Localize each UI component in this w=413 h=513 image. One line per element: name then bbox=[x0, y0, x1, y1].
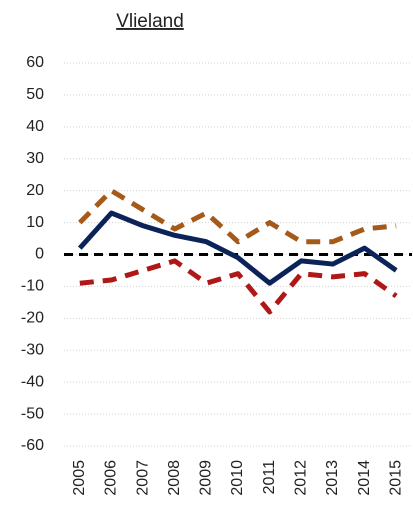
y-tick-label: 20 bbox=[26, 182, 44, 199]
y-tick-label: 30 bbox=[26, 150, 44, 167]
y-tick-label: 10 bbox=[26, 214, 44, 231]
x-tick-label: 2011 bbox=[261, 460, 278, 495]
x-tick-label: 2012 bbox=[292, 460, 309, 496]
y-tick-label: -10 bbox=[21, 278, 44, 295]
y-tick-label: 0 bbox=[35, 246, 44, 263]
line-series bbox=[77, 210, 398, 286]
y-tick-label: 40 bbox=[26, 118, 44, 135]
chart-title: Vlieland bbox=[116, 11, 184, 32]
x-tick-label: 2006 bbox=[103, 460, 120, 496]
y-tick-label: 60 bbox=[26, 54, 44, 71]
x-tick-label: 2005 bbox=[71, 460, 88, 496]
x-tick-label: 2015 bbox=[387, 460, 404, 496]
line-series bbox=[78, 188, 397, 245]
x-tick-label: 2014 bbox=[356, 460, 373, 496]
y-tick-label: -40 bbox=[21, 373, 44, 390]
x-tick-label: 2007 bbox=[134, 460, 151, 496]
line-series bbox=[79, 258, 398, 315]
x-tick-label: 2009 bbox=[198, 460, 215, 496]
x-tick-label: 2010 bbox=[229, 460, 246, 496]
y-tick-label: -20 bbox=[21, 310, 44, 327]
x-tick-label: 2013 bbox=[324, 460, 341, 496]
x-tick-label: 2008 bbox=[166, 460, 183, 496]
y-tick-label: -50 bbox=[21, 405, 44, 422]
y-tick-label: 50 bbox=[26, 86, 44, 103]
y-tick-label: -60 bbox=[21, 437, 44, 454]
y-tick-label: -30 bbox=[21, 341, 44, 358]
